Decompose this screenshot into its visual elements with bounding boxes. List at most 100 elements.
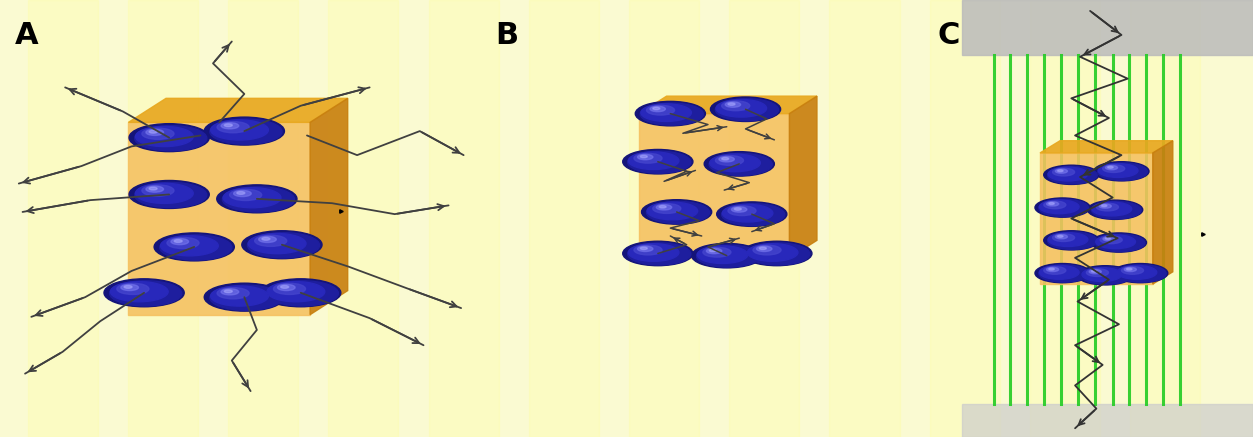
Circle shape	[1093, 202, 1131, 216]
Circle shape	[692, 243, 762, 268]
Circle shape	[635, 101, 705, 126]
Circle shape	[134, 182, 207, 208]
Circle shape	[281, 285, 288, 288]
Circle shape	[1105, 166, 1118, 170]
Circle shape	[135, 126, 193, 146]
Circle shape	[110, 281, 168, 302]
Circle shape	[222, 187, 294, 212]
Circle shape	[247, 232, 320, 258]
Circle shape	[753, 245, 781, 255]
Circle shape	[273, 283, 306, 295]
Circle shape	[242, 231, 322, 259]
Circle shape	[707, 248, 722, 254]
Circle shape	[170, 239, 189, 245]
Polygon shape	[1153, 141, 1173, 284]
Circle shape	[1035, 264, 1090, 283]
Circle shape	[732, 207, 747, 212]
Polygon shape	[639, 96, 817, 114]
Polygon shape	[639, 114, 789, 258]
Circle shape	[267, 281, 325, 302]
Circle shape	[1044, 165, 1099, 184]
Bar	[1030, 0, 1100, 437]
Circle shape	[697, 245, 759, 267]
Circle shape	[634, 245, 662, 255]
Circle shape	[109, 281, 182, 306]
Circle shape	[1044, 231, 1099, 250]
Circle shape	[277, 284, 296, 291]
Circle shape	[717, 202, 787, 226]
Circle shape	[1049, 167, 1088, 181]
Bar	[328, 0, 398, 437]
Bar	[529, 0, 599, 437]
Circle shape	[1053, 234, 1075, 242]
Circle shape	[638, 154, 653, 160]
Circle shape	[1116, 265, 1167, 282]
Circle shape	[1081, 267, 1131, 284]
Circle shape	[154, 233, 234, 261]
Circle shape	[647, 202, 698, 220]
Circle shape	[1091, 201, 1141, 219]
Circle shape	[722, 101, 749, 111]
Circle shape	[174, 239, 182, 243]
Circle shape	[1118, 265, 1157, 279]
Circle shape	[650, 106, 665, 112]
Circle shape	[237, 191, 244, 194]
Circle shape	[1099, 163, 1138, 177]
Circle shape	[628, 243, 690, 265]
Circle shape	[135, 183, 193, 203]
Circle shape	[703, 247, 730, 257]
Circle shape	[1046, 202, 1059, 206]
Circle shape	[211, 120, 268, 140]
Circle shape	[217, 121, 249, 133]
Circle shape	[1040, 265, 1079, 279]
Circle shape	[1078, 266, 1133, 285]
Circle shape	[266, 281, 338, 306]
Circle shape	[1083, 267, 1121, 281]
Circle shape	[1049, 232, 1088, 246]
Circle shape	[217, 288, 249, 299]
Circle shape	[1124, 267, 1136, 271]
Circle shape	[124, 285, 132, 288]
Circle shape	[1108, 166, 1113, 168]
Circle shape	[134, 125, 207, 151]
Bar	[228, 0, 298, 437]
Circle shape	[120, 284, 139, 291]
Circle shape	[1035, 198, 1090, 217]
Circle shape	[217, 185, 297, 213]
Circle shape	[728, 206, 756, 215]
Circle shape	[722, 157, 729, 160]
Circle shape	[1044, 201, 1066, 209]
Circle shape	[209, 119, 282, 144]
Polygon shape	[962, 0, 1253, 55]
Circle shape	[715, 156, 743, 165]
Bar	[128, 0, 198, 437]
Polygon shape	[128, 98, 347, 122]
Circle shape	[1088, 200, 1143, 219]
Bar	[429, 0, 499, 437]
Bar	[829, 0, 900, 437]
Bar	[629, 0, 699, 437]
Text: C: C	[937, 21, 960, 50]
Polygon shape	[128, 122, 309, 315]
Circle shape	[1099, 204, 1111, 208]
Circle shape	[1055, 235, 1068, 239]
Circle shape	[145, 186, 164, 192]
Circle shape	[719, 156, 734, 162]
Circle shape	[647, 105, 674, 115]
Circle shape	[722, 205, 773, 222]
Circle shape	[223, 187, 281, 208]
Circle shape	[640, 247, 648, 250]
Polygon shape	[962, 404, 1253, 437]
Circle shape	[697, 246, 748, 264]
Circle shape	[628, 152, 679, 170]
Circle shape	[1086, 269, 1109, 277]
Circle shape	[167, 237, 199, 249]
Circle shape	[149, 130, 157, 133]
Circle shape	[1103, 237, 1115, 241]
Bar	[729, 0, 799, 437]
Circle shape	[647, 201, 709, 223]
Circle shape	[1039, 265, 1089, 282]
Circle shape	[710, 97, 781, 121]
Polygon shape	[1040, 141, 1173, 153]
Circle shape	[657, 205, 672, 210]
